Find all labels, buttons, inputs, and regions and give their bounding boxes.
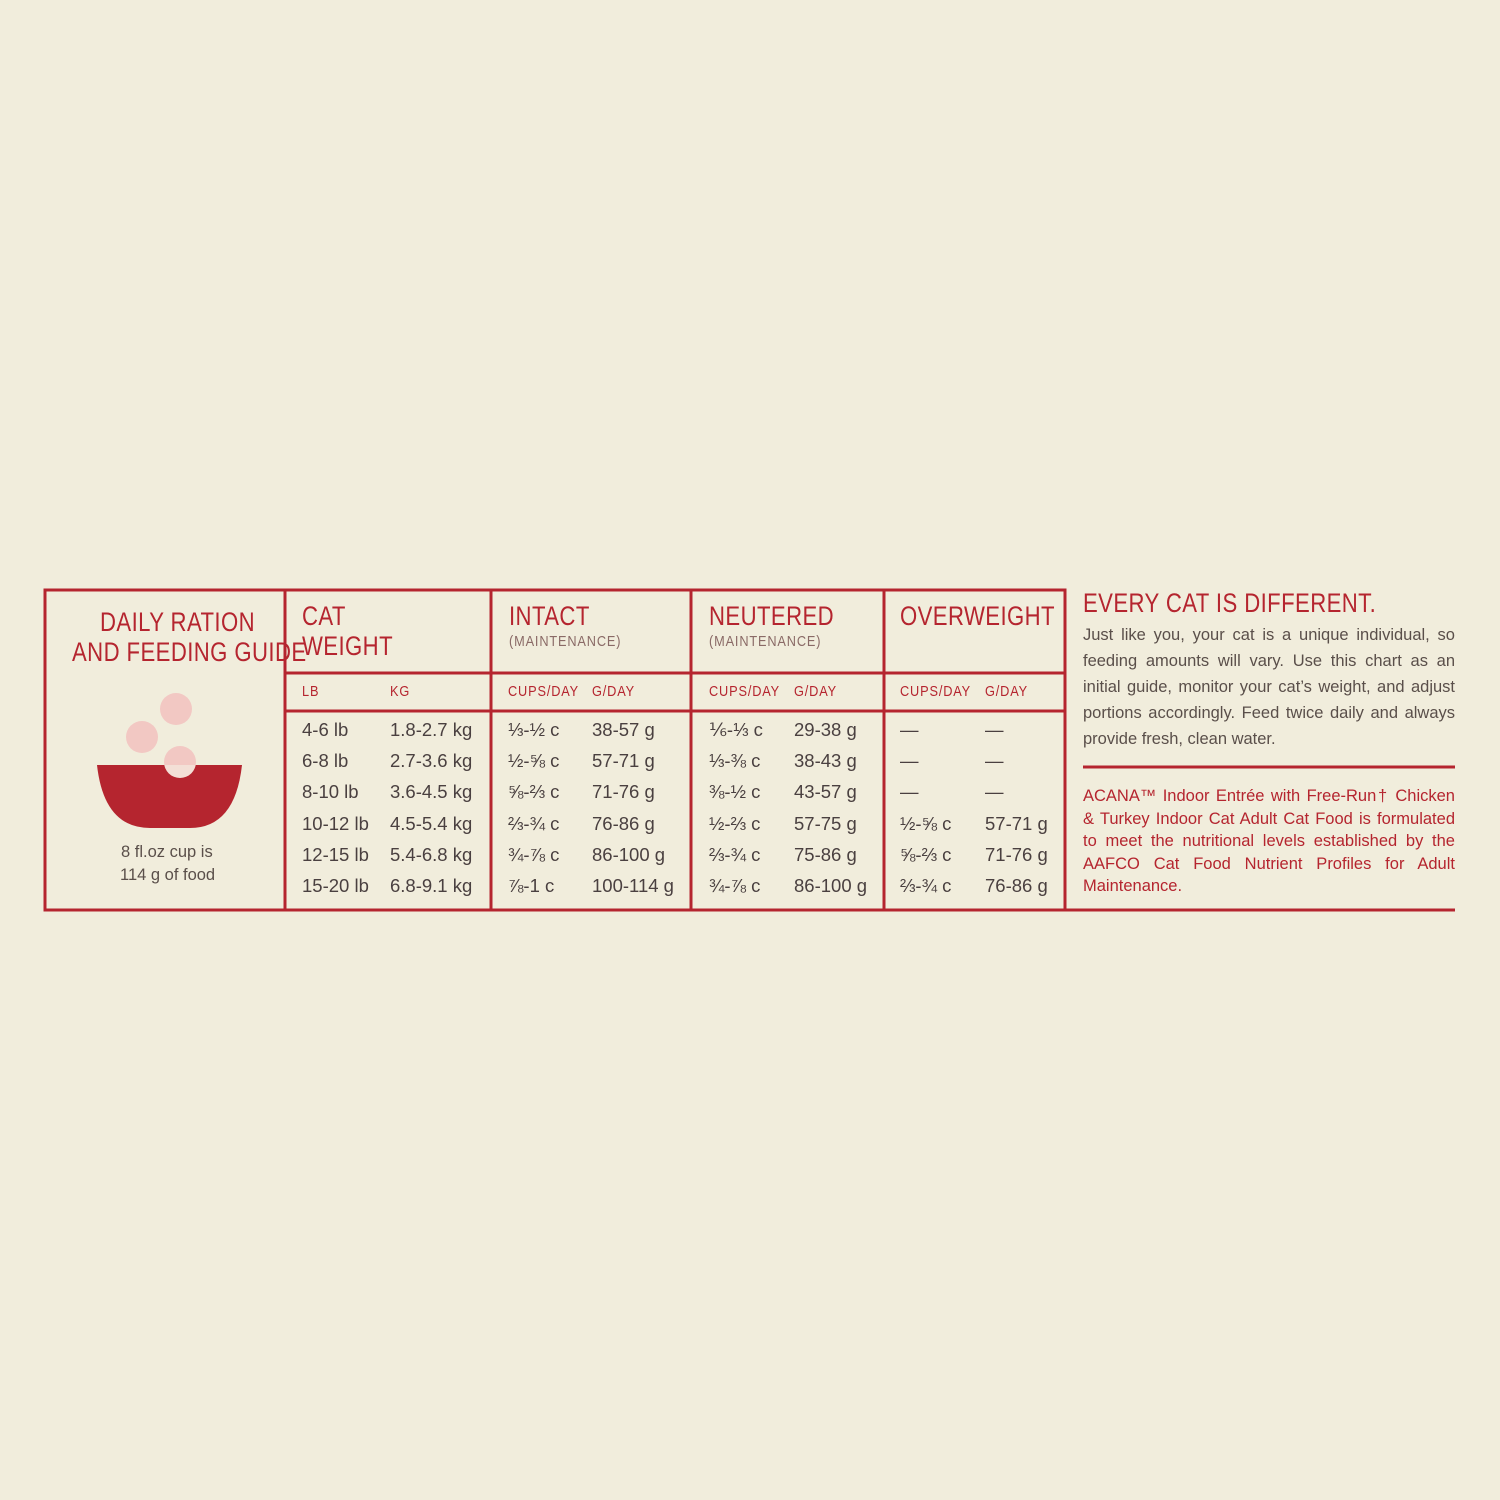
- table-cell: 57-71 g: [985, 812, 1048, 834]
- table-cell: ⅝-⅔ c: [900, 843, 952, 865]
- column-header: KG: [390, 683, 411, 700]
- group-subtitle: (MAINTENANCE): [709, 633, 822, 650]
- group-subtitle: (MAINTENANCE): [509, 633, 622, 650]
- table-cell: 6-8 lb: [302, 750, 349, 772]
- table-cell: ⅞-1 c: [508, 875, 555, 896]
- cup-note: 114 g of food: [120, 866, 216, 884]
- kibble: [164, 765, 196, 778]
- table-cell: ⅙-⅓ c: [709, 719, 763, 740]
- table-cell: 43-57 g: [794, 781, 857, 803]
- table-cell: 86-100 g: [592, 843, 666, 865]
- table-cell: ½-⅔ c: [709, 812, 761, 834]
- table-cell: 76-86 g: [592, 812, 655, 834]
- column-header: CUPS/DAY: [508, 683, 580, 700]
- table-cell: 76-86 g: [985, 875, 1048, 896]
- table-cell: 4.5-5.4 kg: [390, 812, 473, 834]
- table-cell: 3.6-4.5 kg: [390, 781, 473, 803]
- table-cell: 4-6 lb: [302, 719, 349, 740]
- table-cell: ⅔-¾ c: [900, 875, 952, 896]
- column-header: G/DAY: [794, 683, 837, 700]
- table-cell: ⅓-⅜ c: [709, 750, 761, 772]
- table-cell: —: [985, 781, 1004, 803]
- table-cell: —: [900, 750, 919, 772]
- bowl-icon: [97, 693, 242, 828]
- table-cell: ½-⅝ c: [900, 812, 952, 834]
- column-header: G/DAY: [985, 683, 1028, 700]
- group-title: INTACT: [509, 601, 590, 631]
- table-cell: —: [900, 781, 919, 803]
- table-cell: 71-76 g: [985, 843, 1048, 865]
- table-cell: 8-10 lb: [302, 781, 359, 803]
- group-title: NEUTERED: [709, 601, 835, 631]
- table-cell: ¾-⅞ c: [508, 843, 560, 865]
- kibble: [160, 693, 192, 725]
- table-cell: ⅔-¾ c: [508, 812, 560, 834]
- table-cell: 1.8-2.7 kg: [390, 719, 473, 740]
- table-cell: 15-20 lb: [302, 875, 369, 896]
- table-cell: —: [900, 719, 919, 740]
- table-cell: 71-76 g: [592, 781, 655, 803]
- table-cell: ⅔-¾ c: [709, 843, 761, 865]
- guide-title: DAILY RATION: [100, 607, 256, 637]
- column-header: LB: [302, 683, 320, 700]
- table-cell: 100-114 g: [592, 875, 674, 896]
- table-cell: 57-75 g: [794, 812, 857, 834]
- table-cell: —: [985, 719, 1004, 740]
- column-header: CUPS/DAY: [709, 683, 781, 700]
- notes-heading: EVERY CAT IS DIFFERENT.: [1083, 588, 1377, 618]
- table-cell: 38-43 g: [794, 750, 857, 772]
- table-cell: ⅝-⅔ c: [508, 781, 560, 803]
- table-cell: 29-38 g: [794, 719, 857, 740]
- table-cell: ¾-⅞ c: [709, 875, 761, 896]
- table-cell: 5.4-6.8 kg: [390, 843, 473, 865]
- bowl: [97, 765, 242, 828]
- notes-disclaimer: ACANA™ Indoor Entrée with Free-Run† Chic…: [1083, 787, 1455, 896]
- table-cell: 12-15 lb: [302, 843, 369, 865]
- table-cell: 10-12 lb: [302, 812, 369, 834]
- table-cell: 75-86 g: [794, 843, 857, 865]
- table-cell: ½-⅝ c: [508, 750, 560, 772]
- column-header: CUPS/DAY: [900, 683, 972, 700]
- guide-title: AND FEEDING GUIDE: [72, 637, 307, 667]
- group-title: CAT: [302, 601, 346, 631]
- table-cell: —: [985, 750, 1004, 772]
- table-cell: 86-100 g: [794, 875, 868, 896]
- table-cell: ⅜-½ c: [709, 781, 761, 803]
- table-cell: 2.7-3.6 kg: [390, 750, 473, 772]
- group-title: OVERWEIGHT: [900, 601, 1056, 631]
- table-cell: 57-71 g: [592, 750, 655, 772]
- table-cell: 38-57 g: [592, 719, 655, 740]
- notes-body: Just like you, your cat is a unique indi…: [1083, 626, 1455, 748]
- kibble: [126, 721, 158, 753]
- table-border: [43, 588, 1067, 912]
- cup-note: 8 fl.oz cup is: [121, 843, 213, 861]
- column-header: G/DAY: [592, 683, 635, 700]
- group-title: WEIGHT: [302, 631, 394, 661]
- table-cell: ⅓-½ c: [508, 719, 560, 740]
- table-cell: 6.8-9.1 kg: [390, 875, 473, 896]
